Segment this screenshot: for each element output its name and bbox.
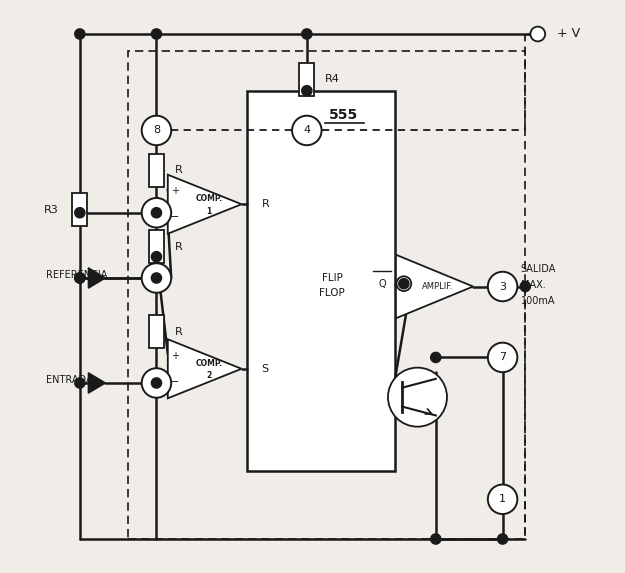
Circle shape — [75, 207, 85, 218]
Text: FLIP: FLIP — [322, 273, 342, 283]
Polygon shape — [168, 175, 242, 234]
Circle shape — [302, 29, 312, 39]
Text: MAX.: MAX. — [521, 280, 546, 291]
Text: +: + — [171, 186, 179, 196]
Circle shape — [431, 352, 441, 363]
Text: ENTRADA: ENTRADA — [46, 375, 92, 385]
Text: COMP.: COMP. — [196, 359, 222, 368]
Circle shape — [142, 198, 171, 227]
Text: −: − — [170, 377, 179, 387]
Bar — [128, 51, 525, 539]
Polygon shape — [396, 255, 473, 318]
Text: SALIDA: SALIDA — [521, 265, 556, 274]
Circle shape — [151, 378, 161, 388]
Circle shape — [488, 343, 518, 372]
Text: 3: 3 — [499, 281, 506, 292]
Text: 2: 2 — [153, 378, 160, 388]
Bar — [149, 230, 164, 263]
Circle shape — [142, 116, 171, 145]
Text: 4: 4 — [303, 125, 311, 135]
Circle shape — [142, 263, 171, 293]
Circle shape — [75, 378, 85, 388]
Text: 5: 5 — [153, 273, 160, 283]
Text: 6: 6 — [153, 208, 160, 218]
Circle shape — [75, 273, 85, 283]
Bar — [149, 316, 164, 348]
Circle shape — [292, 116, 322, 145]
Text: 1: 1 — [207, 206, 212, 215]
Text: 2: 2 — [207, 371, 212, 380]
Circle shape — [520, 281, 531, 292]
Circle shape — [142, 368, 171, 398]
Text: +: + — [171, 351, 179, 360]
Circle shape — [388, 368, 447, 427]
Circle shape — [396, 276, 411, 291]
Text: 8: 8 — [153, 125, 160, 135]
Bar — [149, 154, 164, 187]
Text: + V: + V — [556, 28, 579, 41]
Circle shape — [151, 207, 161, 218]
Circle shape — [431, 534, 441, 544]
Text: 100mA: 100mA — [521, 296, 555, 306]
Circle shape — [399, 278, 409, 289]
Polygon shape — [88, 373, 106, 393]
Text: R: R — [174, 327, 182, 337]
Circle shape — [302, 85, 312, 96]
Circle shape — [498, 534, 508, 544]
Text: COMP.: COMP. — [196, 194, 222, 203]
Text: Q: Q — [379, 278, 386, 289]
Text: FLOP: FLOP — [319, 288, 345, 299]
Circle shape — [151, 273, 161, 283]
Text: 1: 1 — [499, 494, 506, 504]
Text: R4: R4 — [325, 74, 340, 84]
Text: −: − — [170, 213, 179, 222]
Text: R3: R3 — [44, 205, 58, 215]
Circle shape — [151, 29, 161, 39]
Text: S: S — [261, 364, 269, 374]
Text: R: R — [261, 199, 269, 209]
Text: 555: 555 — [329, 108, 358, 121]
Circle shape — [531, 26, 545, 41]
Bar — [248, 91, 395, 471]
Text: AMPLIF.: AMPLIF. — [422, 282, 453, 291]
Text: 7: 7 — [499, 352, 506, 363]
Polygon shape — [88, 268, 106, 288]
Circle shape — [488, 485, 518, 514]
Circle shape — [488, 272, 518, 301]
Bar — [299, 63, 314, 96]
Circle shape — [151, 252, 161, 262]
Text: R: R — [174, 165, 182, 175]
Bar — [72, 194, 88, 226]
Polygon shape — [168, 339, 242, 398]
Text: R: R — [174, 242, 182, 252]
Circle shape — [75, 273, 85, 283]
Circle shape — [75, 29, 85, 39]
Text: REFERENCIA: REFERENCIA — [46, 270, 107, 280]
